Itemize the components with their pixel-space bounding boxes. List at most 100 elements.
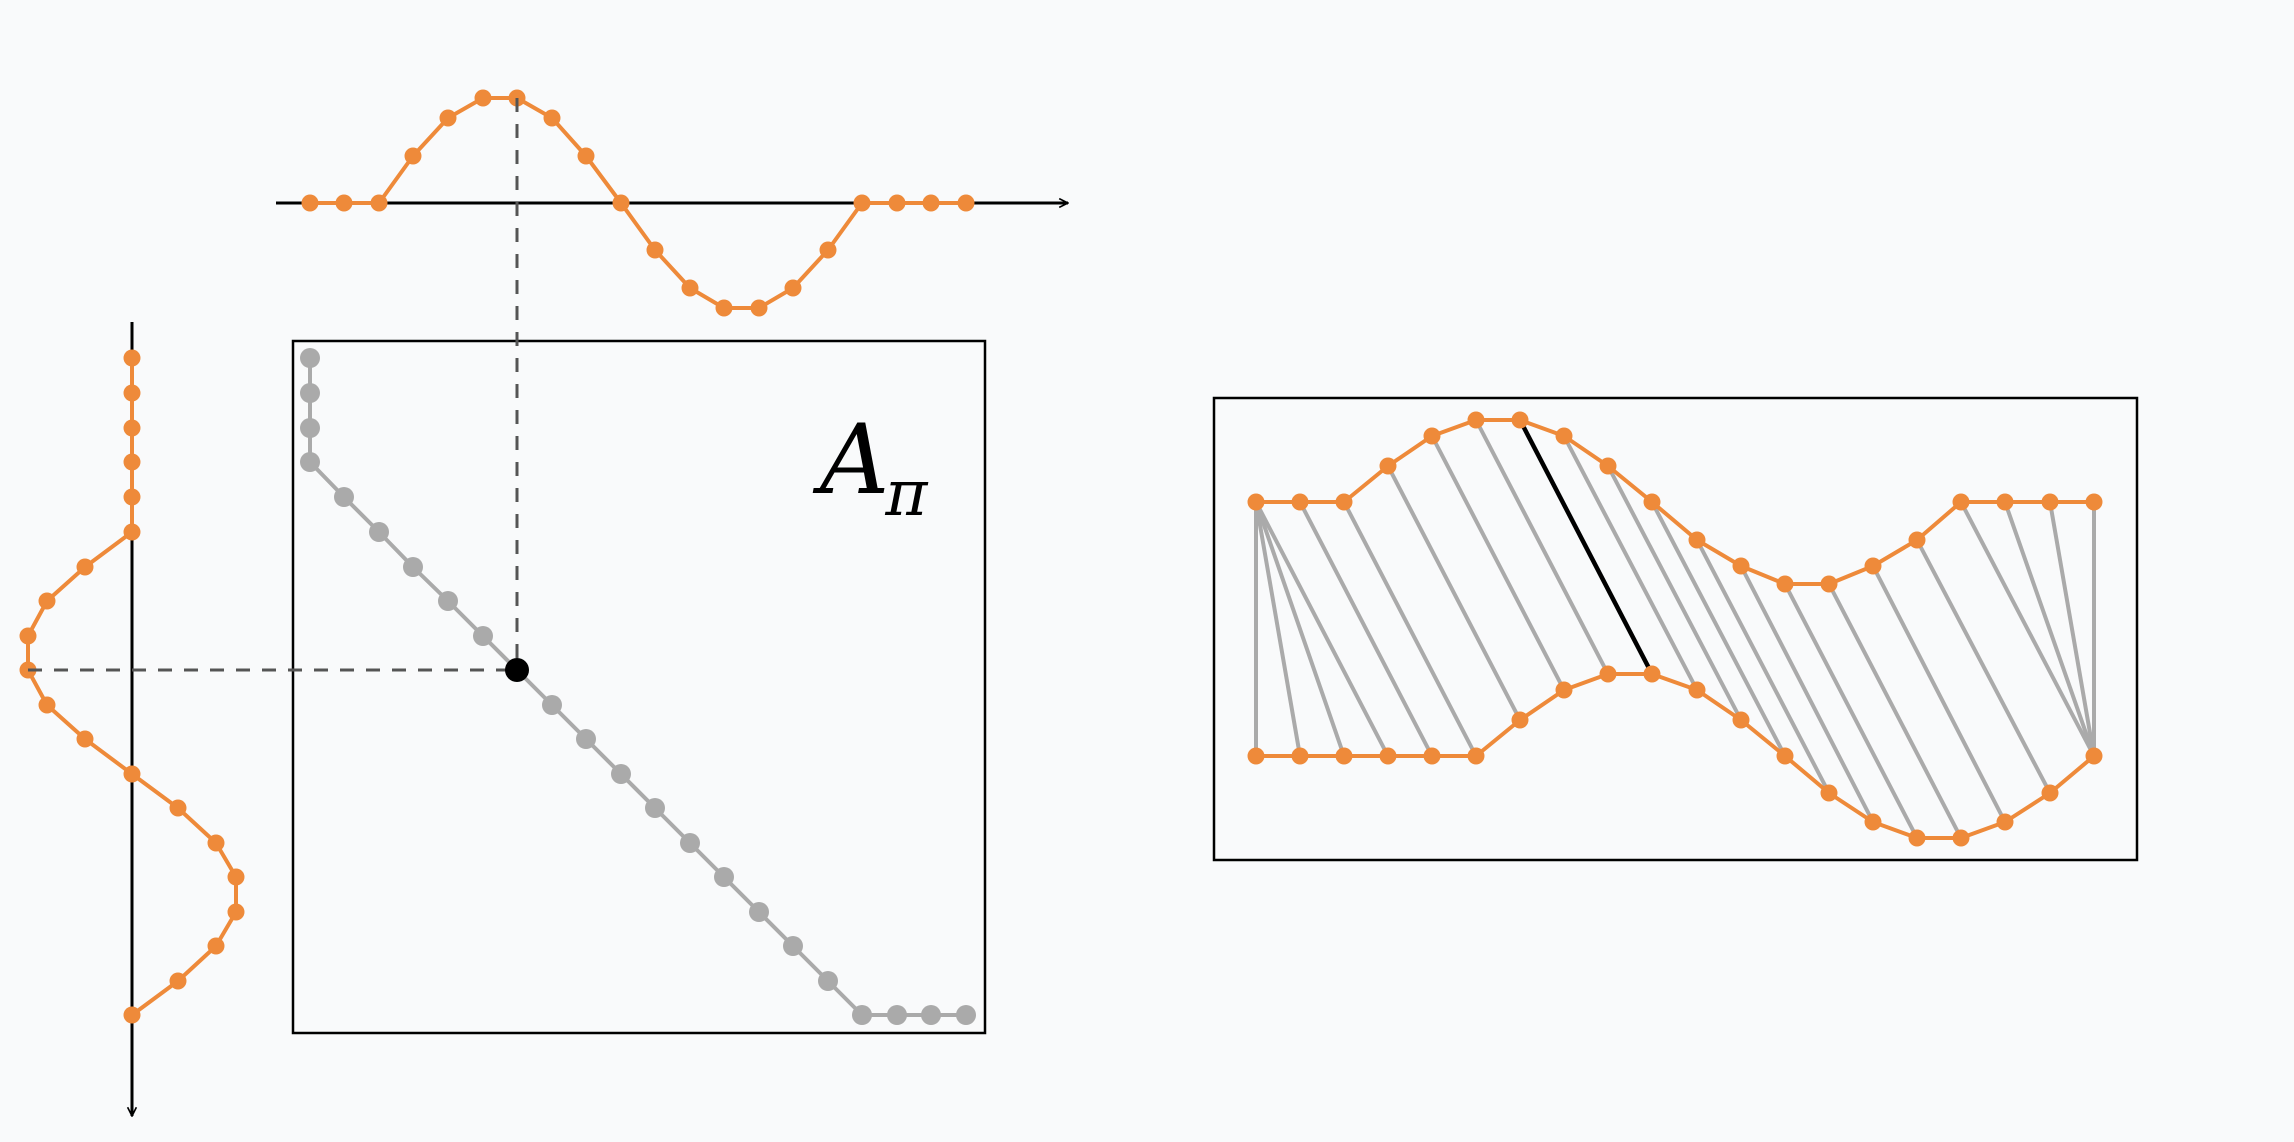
- upper-series-point-0: [1247, 493, 1265, 511]
- connector-5: [1342, 501, 1478, 757]
- lower-series-point-3: [1379, 747, 1397, 765]
- top-series-point-11: [681, 279, 699, 297]
- matrix-label-sub: π: [885, 457, 928, 531]
- top-series-point-2: [370, 194, 388, 212]
- warping-path-point-4: [334, 487, 354, 507]
- warping-path-point-18: [818, 971, 838, 991]
- left-series-point-19: [123, 1006, 141, 1024]
- left-series-point-12: [123, 765, 141, 783]
- warping-path-point-14: [680, 833, 700, 853]
- highlighted-connector: [1518, 418, 1654, 676]
- upper-series-point-16: [1952, 493, 1970, 511]
- connector-6: [1386, 465, 1522, 721]
- top-series-panel: [276, 89, 1068, 317]
- top-series-point-10: [646, 241, 664, 259]
- lower-series-point-12: [1776, 747, 1794, 765]
- connector-11: [1606, 465, 1743, 721]
- upper-series-line: [1256, 418, 2094, 586]
- top-series-point-4: [439, 109, 457, 127]
- connector-17: [1871, 565, 2007, 823]
- top-series-point-8: [577, 147, 595, 165]
- top-series-point-5: [474, 89, 492, 107]
- warping-path-point-16: [749, 902, 769, 922]
- connector-15: [1783, 583, 1919, 839]
- lower-series-point-9: [1643, 665, 1661, 683]
- top-series-point-1: [335, 194, 353, 212]
- top-series: [301, 89, 975, 317]
- left-series-point-17: [207, 937, 225, 955]
- highlighted-cell-point: [505, 658, 529, 682]
- warping-path-point-2: [300, 418, 320, 438]
- top-series-point-3: [404, 147, 422, 165]
- upper-series-point-4: [1423, 427, 1441, 445]
- warping-path-point-5: [369, 522, 389, 542]
- left-series-point-16: [227, 903, 245, 921]
- aligned-series: [1247, 411, 2103, 847]
- upper-series-point-18: [2041, 493, 2059, 511]
- upper-series-point-19: [2085, 493, 2103, 511]
- left-series-point-0: [123, 349, 141, 367]
- left-series-point-7: [38, 592, 56, 610]
- warping-path-point-19: [852, 1005, 872, 1025]
- upper-series-point-10: [1688, 531, 1706, 549]
- connector-8: [1474, 419, 1610, 675]
- lower-series-point-10: [1688, 681, 1706, 699]
- upper-series-point-6: [1511, 411, 1529, 429]
- upper-series-point-3: [1379, 457, 1397, 475]
- left-series-point-15: [227, 868, 245, 886]
- upper-series-point-1: [1291, 493, 1309, 511]
- warping-path-point-10: [542, 695, 562, 715]
- upper-series-point-5: [1467, 411, 1485, 429]
- top-series-point-14: [784, 279, 802, 297]
- upper-series-point-12: [1776, 575, 1794, 593]
- warping-path-point-6: [403, 557, 423, 577]
- top-series-line: [310, 96, 966, 310]
- warping-path-point-15: [714, 867, 734, 887]
- lower-series-point-13: [1820, 784, 1838, 802]
- left-series-point-13: [169, 799, 187, 817]
- warping-path-point-0: [300, 348, 320, 368]
- lower-series-point-7: [1555, 681, 1573, 699]
- left-series-point-10: [38, 696, 56, 714]
- left-series-point-2: [123, 419, 141, 437]
- lower-series-point-0: [1247, 747, 1265, 765]
- lower-series-point-2: [1335, 747, 1353, 765]
- warping-path-point-20: [887, 1005, 907, 1025]
- matrix-label-main: A: [820, 404, 890, 516]
- left-series-point-4: [123, 488, 141, 506]
- upper-series-point-14: [1864, 557, 1882, 575]
- lower-series-point-6: [1511, 711, 1529, 729]
- top-series-point-7: [543, 109, 561, 127]
- upper-series-point-7: [1555, 427, 1573, 445]
- connector-19: [1959, 501, 2096, 757]
- left-series-point-3: [123, 453, 141, 471]
- left-series-point-14: [207, 834, 225, 852]
- top-series-point-0: [301, 194, 319, 212]
- connector-2: [1254, 501, 1346, 757]
- connector-16: [1827, 583, 1963, 839]
- connector-21: [2048, 501, 2096, 757]
- upper-series-point-13: [1820, 575, 1838, 593]
- warping-path-point-3: [300, 452, 320, 472]
- connector-1: [1254, 501, 1302, 757]
- alignment-connectors: [1254, 418, 2096, 839]
- warping-path: [300, 348, 976, 1025]
- warping-path-point-22: [956, 1005, 976, 1025]
- warping-path-point-8: [473, 626, 493, 646]
- warping-path-point-13: [645, 798, 665, 818]
- guide-lines: [28, 98, 519, 672]
- lower-series-point-5: [1467, 747, 1485, 765]
- matrix-label: Aπ: [820, 404, 931, 531]
- left-series-point-11: [76, 730, 94, 748]
- left-series-point-18: [169, 972, 187, 990]
- upper-series-point-11: [1732, 557, 1750, 575]
- upper-series-point-15: [1908, 531, 1926, 549]
- connector-3: [1254, 501, 1390, 757]
- lower-series-point-19: [2085, 747, 2103, 765]
- lower-series-point-4: [1423, 747, 1441, 765]
- top-series-point-15: [819, 241, 837, 259]
- top-series-point-19: [957, 194, 975, 212]
- upper-series-point-17: [1996, 493, 2014, 511]
- connector-7: [1430, 435, 1566, 691]
